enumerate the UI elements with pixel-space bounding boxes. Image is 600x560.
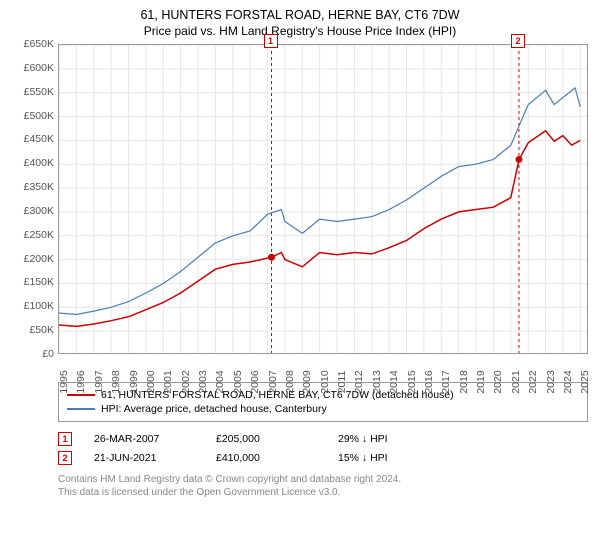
x-tick-label: 2019 xyxy=(475,370,487,393)
x-tick-label: 2007 xyxy=(267,370,279,393)
y-tick-label: £450K xyxy=(12,133,54,145)
x-tick-label: 2013 xyxy=(371,370,383,393)
x-tick-label: 1997 xyxy=(93,370,105,393)
y-tick-label: £650K xyxy=(12,38,54,50)
x-tick-label: 2003 xyxy=(197,370,209,393)
x-tick-label: 2009 xyxy=(301,370,313,393)
x-tick-label: 1999 xyxy=(128,370,140,393)
event-row: 1 26-MAR-2007 £205,000 29% ↓ HPI xyxy=(58,432,588,446)
x-tick-label: 2002 xyxy=(180,370,192,393)
x-tick-label: 2022 xyxy=(527,370,539,393)
x-tick-label: 2016 xyxy=(423,370,435,393)
legend-item: HPI: Average price, detached house, Cant… xyxy=(67,403,579,415)
x-tick-label: 2021 xyxy=(510,370,522,393)
x-tick-label: 2012 xyxy=(353,370,365,393)
footer-line2: This data is licensed under the Open Gov… xyxy=(58,486,588,499)
event-date: 26-MAR-2007 xyxy=(94,433,194,445)
event-row-marker: 2 xyxy=(58,451,72,465)
x-tick-label: 2024 xyxy=(562,370,574,393)
chart-subtitle: Price paid vs. HM Land Registry's House … xyxy=(12,24,588,38)
event-row: 2 21-JUN-2021 £410,000 15% ↓ HPI xyxy=(58,451,588,465)
event-price: £205,000 xyxy=(216,433,316,445)
y-tick-label: £0 xyxy=(12,348,54,360)
y-tick-label: £150K xyxy=(12,276,54,288)
y-tick-label: £500K xyxy=(12,110,54,122)
y-tick-label: £300K xyxy=(12,205,54,217)
x-tick-label: 2020 xyxy=(492,370,504,393)
x-tick-label: 1996 xyxy=(75,370,87,393)
event-marker-1: 1 xyxy=(264,34,278,48)
x-tick-label: 2014 xyxy=(388,370,400,393)
x-tick-label: 2006 xyxy=(249,370,261,393)
legend-swatch xyxy=(67,394,95,396)
event-pct: 15% ↓ HPI xyxy=(338,452,438,464)
chart-title: 61, HUNTERS FORSTAL ROAD, HERNE BAY, CT6… xyxy=(12,8,588,22)
event-date: 21-JUN-2021 xyxy=(94,452,194,464)
x-tick-label: 2000 xyxy=(145,370,157,393)
x-tick-label: 2017 xyxy=(440,370,452,393)
x-tick-label: 2001 xyxy=(162,370,174,393)
footer: Contains HM Land Registry data © Crown c… xyxy=(58,473,588,499)
y-tick-label: £200K xyxy=(12,253,54,265)
event-pct: 29% ↓ HPI xyxy=(338,433,438,445)
legend-swatch xyxy=(67,408,95,410)
chart-plot xyxy=(58,44,588,354)
x-tick-label: 2005 xyxy=(232,370,244,393)
x-tick-label: 1995 xyxy=(58,370,70,393)
x-tick-label: 2010 xyxy=(319,370,331,393)
y-tick-label: £100K xyxy=(12,300,54,312)
x-tick-label: 2018 xyxy=(458,370,470,393)
y-tick-label: £350K xyxy=(12,181,54,193)
events-table: 1 26-MAR-2007 £205,000 29% ↓ HPI 2 21-JU… xyxy=(58,432,588,465)
y-tick-label: £250K xyxy=(12,229,54,241)
y-tick-label: £550K xyxy=(12,86,54,98)
x-tick-label: 2023 xyxy=(545,370,557,393)
event-price: £410,000 xyxy=(216,452,316,464)
x-tick-label: 2011 xyxy=(336,371,348,394)
x-tick-label: 2025 xyxy=(579,370,591,393)
chart-container: 61, HUNTERS FORSTAL ROAD, HERNE BAY, CT6… xyxy=(0,0,600,560)
y-tick-label: £600K xyxy=(12,62,54,74)
event-marker-2: 2 xyxy=(511,34,525,48)
x-tick-label: 2008 xyxy=(284,370,296,393)
y-tick-label: £50K xyxy=(12,324,54,336)
event-row-marker: 1 xyxy=(58,432,72,446)
chart-wrap: £0£50K£100K£150K£200K£250K£300K£350K£400… xyxy=(12,44,588,356)
x-tick-label: 2015 xyxy=(406,370,418,393)
footer-line1: Contains HM Land Registry data © Crown c… xyxy=(58,473,588,486)
x-tick-label: 2004 xyxy=(214,370,226,393)
legend-label: HPI: Average price, detached house, Cant… xyxy=(101,403,327,415)
x-tick-label: 1998 xyxy=(110,370,122,393)
y-tick-label: £400K xyxy=(12,157,54,169)
